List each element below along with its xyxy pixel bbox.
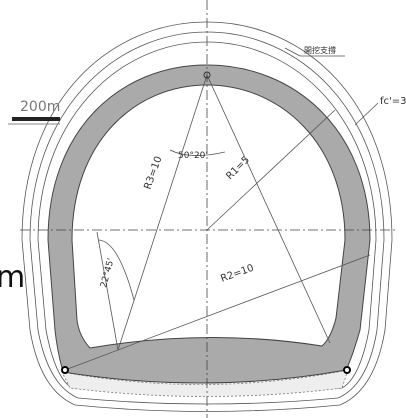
radius-line	[206, 109, 336, 231]
base-point	[343, 366, 351, 374]
leader-line	[284, 47, 301, 57]
side-letter: m	[0, 260, 25, 295]
radius-line	[117, 74, 208, 351]
radius-line	[96, 231, 119, 351]
lining	[47, 64, 371, 384]
excavation-line	[21, 21, 393, 412]
radius-line	[64, 254, 371, 371]
scale-bar	[12, 117, 60, 121]
radius-line	[206, 74, 331, 344]
concrete-label: fc'=35	[380, 96, 406, 107]
scale-label: 200m	[20, 99, 60, 115]
invert-band	[61, 369, 349, 397]
base-point	[61, 366, 69, 374]
support-label: 開挖支撐	[304, 45, 336, 55]
crown-angle: 50°20'	[178, 151, 208, 161]
crown-point	[203, 71, 211, 79]
angle-arc	[169, 149, 226, 156]
support-line	[29, 31, 385, 405]
leader-line	[354, 102, 379, 126]
angle-arc	[97, 239, 135, 301]
